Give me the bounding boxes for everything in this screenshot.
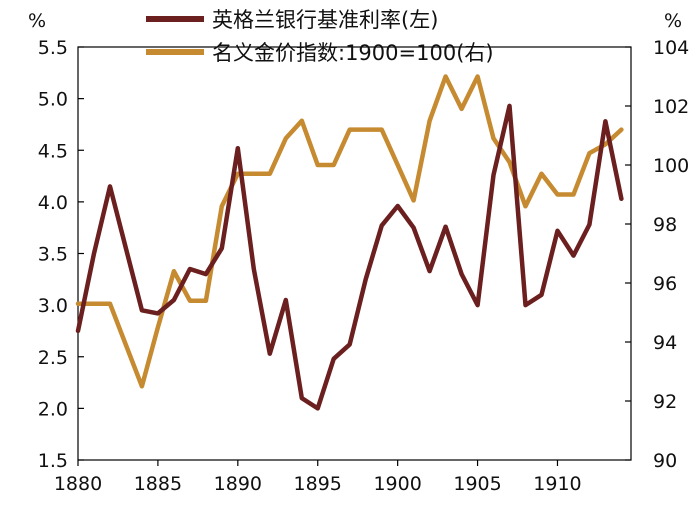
x-tick-label: 1905 — [453, 473, 501, 495]
x-tick-label: 1910 — [533, 473, 581, 495]
x-tick-label: 1885 — [134, 473, 182, 495]
right-tick-label: 98 — [653, 214, 677, 236]
left-tick-label: 2.0 — [38, 398, 68, 420]
left-axis: 1.5 2.0 2.5 3.0 3.5 4.0 4.5 5.0 5.5 — [38, 37, 84, 472]
left-tick-label: 4.5 — [38, 140, 68, 162]
right-tick-label: 102 — [653, 96, 689, 118]
series-line-gold-price — [75, 74, 624, 389]
right-tick-label: 96 — [653, 273, 677, 295]
right-tick-label: 100 — [653, 155, 689, 177]
legend-label-gold-price: 名义金价指数:1900=100(右) — [212, 41, 494, 65]
x-tick-label: 1895 — [294, 473, 342, 495]
left-tick-label: 5.0 — [38, 89, 68, 111]
x-tick-label: 1890 — [214, 473, 262, 495]
x-tick-label: 1900 — [373, 473, 421, 495]
x-axis: 1880 1885 1890 1895 1900 1905 1910 — [54, 460, 582, 495]
left-axis-unit: % — [28, 10, 46, 32]
series-layer — [75, 74, 624, 411]
right-tick-label: 92 — [653, 391, 677, 413]
left-tick-label: 3.0 — [38, 295, 68, 317]
left-tick-label: 3.5 — [38, 244, 68, 266]
right-tick-label: 94 — [653, 332, 677, 354]
series-line-interest-rate — [75, 103, 624, 411]
right-axis-unit: % — [664, 10, 682, 32]
right-tick-label: 104 — [653, 37, 689, 59]
plot-frame — [77, 46, 632, 461]
legend: 英格兰银行基准利率(左) 名义金价指数:1900=100(右) — [146, 8, 494, 65]
left-tick-label: 2.5 — [38, 347, 68, 369]
left-tick-label: 5.5 — [38, 37, 68, 59]
left-tick-label: 4.0 — [38, 192, 68, 214]
right-tick-label: 90 — [653, 450, 677, 472]
right-axis: 90 92 94 96 98 100 102 104 — [625, 37, 689, 472]
x-tick-label: 1880 — [54, 473, 102, 495]
legend-label-interest-rate: 英格兰银行基准利率(左) — [212, 8, 438, 32]
left-tick-label: 1.5 — [38, 450, 68, 472]
